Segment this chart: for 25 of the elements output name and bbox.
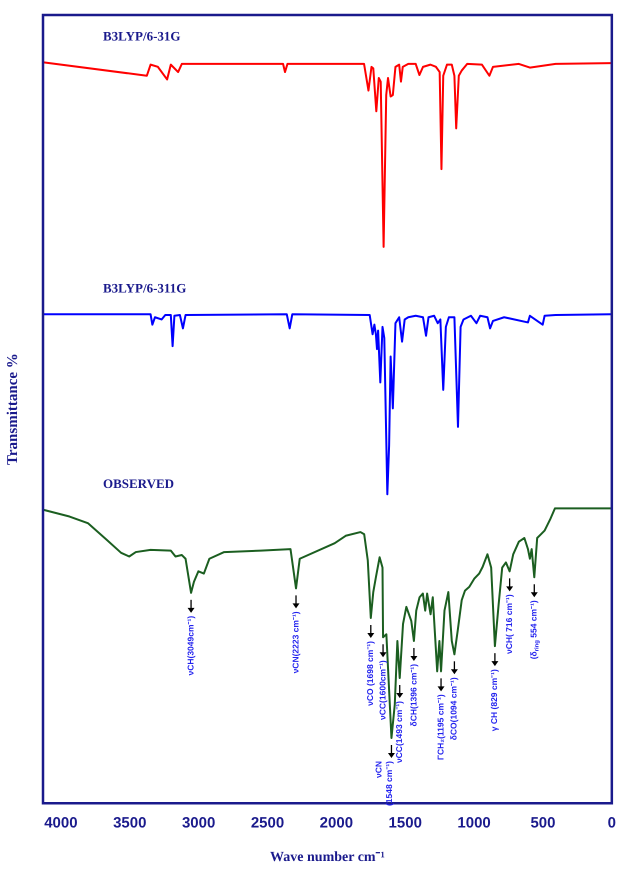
x-tick-label: 3000	[182, 814, 216, 832]
series-label: B3LYP/6-31G	[103, 28, 181, 44]
x-tick-label: 4000	[44, 814, 78, 832]
annotation: νCH( 716 cm⁻¹)	[504, 594, 514, 654]
annotation: δCO(1094 cm⁻¹)	[448, 677, 459, 740]
x-tick-label: 500	[530, 814, 556, 832]
text: OBSERVED	[103, 476, 174, 491]
annotation: γ CH (829 cm⁻¹)	[489, 668, 500, 732]
x-tick-label: 2000	[320, 814, 354, 832]
x-tick-label: 2500	[250, 814, 284, 832]
annotation: ΓCH₂(1195 cm⁻¹)	[435, 694, 446, 760]
annotation: νCO (1698 cm⁻¹)	[365, 640, 376, 706]
x-tick-label: 3500	[113, 814, 146, 832]
annotation: νCN(2223 cm⁻¹)	[290, 611, 300, 674]
x-axis-title: Wave number cm⁻¹	[270, 850, 385, 866]
series-label: B3LYP/6-311G	[103, 280, 186, 296]
x-tick-label: 0	[608, 814, 616, 832]
annotation: νCH(3049cm⁻¹)	[185, 616, 196, 676]
x-tick-label: 1000	[457, 814, 491, 832]
annotation: νCC(1493 cm⁻¹)	[394, 700, 404, 764]
y-axis-title: Transmittance %	[4, 353, 21, 465]
annotation: νCC(1600cm⁻¹)	[377, 660, 388, 720]
x-tick-label: 1500	[388, 814, 422, 832]
annotation: νCN (1548 cm⁻¹)	[373, 760, 394, 806]
annotation: δCH(1396 cm⁻¹)	[408, 664, 418, 726]
